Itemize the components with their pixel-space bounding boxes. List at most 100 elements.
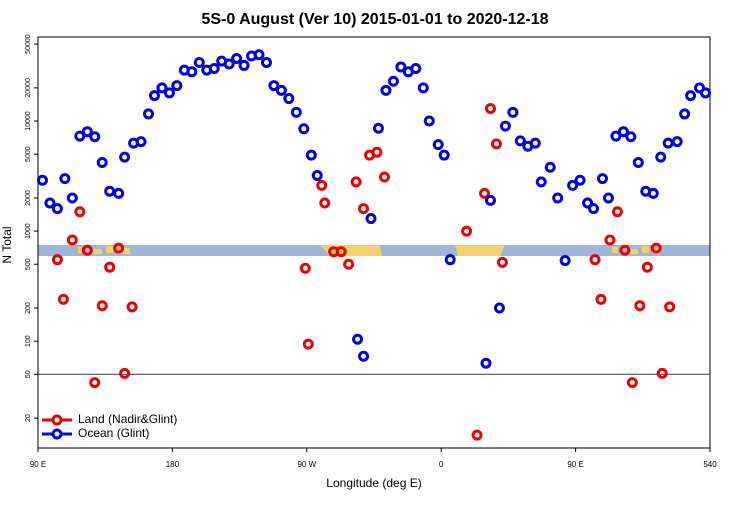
point bbox=[544, 161, 556, 173]
point bbox=[444, 254, 456, 266]
y-tick-label: 2000 bbox=[25, 190, 32, 206]
point bbox=[423, 115, 435, 127]
x-axis-title: Longitude (deg E) bbox=[326, 476, 421, 490]
point bbox=[143, 108, 155, 120]
point bbox=[343, 258, 355, 270]
point bbox=[484, 102, 496, 114]
point bbox=[66, 234, 78, 246]
y-tick-label: 20000 bbox=[25, 78, 32, 98]
point bbox=[552, 192, 564, 204]
y-tick-label: 5000 bbox=[25, 146, 32, 162]
point bbox=[574, 174, 586, 186]
point bbox=[490, 138, 502, 150]
y-tick-label: 1000 bbox=[25, 223, 32, 239]
point bbox=[81, 244, 93, 256]
point bbox=[471, 429, 483, 441]
point bbox=[113, 187, 125, 199]
point bbox=[380, 84, 392, 96]
point bbox=[119, 367, 131, 379]
x-tick-label: 0 bbox=[439, 460, 444, 469]
point bbox=[156, 82, 168, 94]
point bbox=[378, 171, 390, 183]
y-tick-label: 20 bbox=[25, 414, 32, 422]
point bbox=[358, 350, 370, 362]
point bbox=[311, 169, 323, 181]
point bbox=[493, 302, 505, 314]
point bbox=[59, 173, 71, 185]
point bbox=[302, 338, 314, 350]
point bbox=[626, 377, 638, 389]
point bbox=[275, 84, 287, 96]
point bbox=[352, 333, 364, 345]
land-ocean-strip bbox=[38, 245, 710, 256]
point bbox=[186, 66, 198, 78]
point bbox=[126, 301, 138, 313]
point bbox=[36, 174, 48, 186]
point bbox=[499, 120, 511, 132]
point bbox=[163, 87, 175, 99]
point bbox=[656, 367, 668, 379]
point bbox=[700, 87, 712, 99]
point bbox=[619, 244, 631, 256]
point bbox=[611, 206, 623, 218]
legend-label: Ocean (Glint) bbox=[78, 426, 149, 440]
point bbox=[514, 135, 526, 147]
point bbox=[316, 179, 328, 191]
point bbox=[260, 57, 272, 69]
point bbox=[535, 176, 547, 188]
point bbox=[104, 261, 116, 273]
point bbox=[480, 357, 492, 369]
point bbox=[602, 192, 614, 204]
point bbox=[671, 136, 683, 148]
point bbox=[74, 206, 86, 218]
x-tick-label: 90 E bbox=[567, 460, 583, 469]
point bbox=[559, 255, 571, 267]
point bbox=[350, 176, 362, 188]
point bbox=[641, 261, 653, 273]
point bbox=[595, 293, 607, 305]
point bbox=[650, 242, 662, 254]
point bbox=[655, 151, 667, 163]
y-tick-label: 50 bbox=[25, 370, 32, 378]
point bbox=[410, 63, 422, 75]
point bbox=[74, 130, 86, 142]
point bbox=[253, 49, 265, 61]
point bbox=[319, 197, 331, 209]
y-tick-label: 10000 bbox=[25, 111, 32, 131]
series-0 bbox=[51, 102, 676, 441]
point bbox=[171, 80, 183, 92]
plot-frame bbox=[37, 36, 711, 449]
point bbox=[395, 61, 407, 73]
point bbox=[567, 179, 579, 191]
point bbox=[298, 123, 310, 135]
point bbox=[365, 213, 377, 225]
point bbox=[647, 187, 659, 199]
series-1 bbox=[36, 49, 712, 369]
point bbox=[632, 156, 644, 168]
point bbox=[193, 57, 205, 69]
point bbox=[358, 203, 370, 215]
point bbox=[89, 377, 101, 389]
point bbox=[387, 75, 399, 87]
point bbox=[66, 192, 78, 204]
point bbox=[57, 293, 69, 305]
point bbox=[589, 254, 601, 266]
point bbox=[119, 151, 131, 163]
point bbox=[290, 106, 302, 118]
x-tick-label: 540 bbox=[703, 460, 717, 469]
y-tick-label: 100 bbox=[25, 335, 32, 347]
point bbox=[617, 126, 629, 138]
point bbox=[679, 108, 691, 120]
point bbox=[335, 246, 347, 258]
point bbox=[135, 136, 147, 148]
point bbox=[51, 203, 63, 215]
y-tick-label: 200 bbox=[25, 302, 32, 314]
point bbox=[299, 262, 311, 274]
point bbox=[372, 122, 384, 134]
point bbox=[496, 256, 508, 268]
point bbox=[438, 149, 450, 161]
point bbox=[44, 197, 56, 209]
point bbox=[238, 59, 250, 71]
point bbox=[268, 80, 280, 92]
